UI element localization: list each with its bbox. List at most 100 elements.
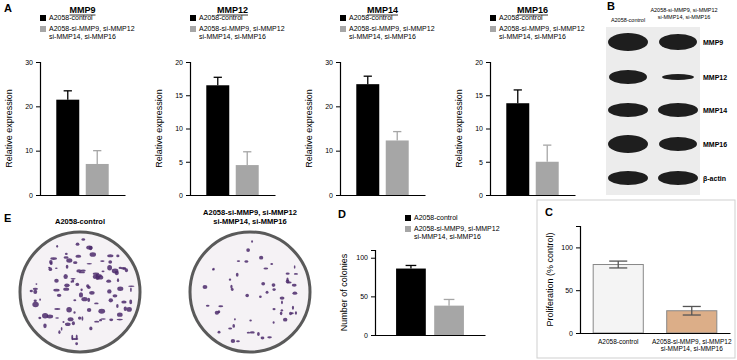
tick-label: 0 bbox=[29, 192, 33, 199]
y-tick: 0 bbox=[479, 192, 490, 199]
bar-chart: 05101520Relative expressionMMP12A2058-co… bbox=[154, 5, 285, 199]
axis-line bbox=[186, 63, 191, 196]
colony bbox=[63, 288, 69, 291]
error-bar bbox=[93, 151, 101, 164]
error-stem bbox=[618, 261, 619, 268]
colony bbox=[80, 288, 82, 291]
legend-label-line: A2058-si-MMP9, si-MMP12 bbox=[349, 25, 435, 32]
tick-label: 0 bbox=[364, 332, 368, 339]
legend-label-line: A2058-si-MMP9, si-MMP12 bbox=[414, 225, 500, 232]
colony bbox=[79, 292, 83, 297]
tick-label-line: A2058-control bbox=[598, 338, 639, 345]
colony bbox=[87, 263, 92, 265]
error-cap bbox=[514, 89, 522, 90]
y-tick: 10 bbox=[475, 125, 490, 132]
bar bbox=[386, 140, 409, 195]
colony bbox=[203, 285, 208, 289]
tick-label: A2058-si-MMP9, si-MMP12si-MMP14, si-MMP1… bbox=[652, 338, 732, 352]
legend-label-line: A2058-control bbox=[49, 14, 93, 21]
colony bbox=[292, 284, 297, 287]
tick-label: 30 bbox=[325, 59, 333, 66]
colony bbox=[54, 279, 59, 283]
error-cap bbox=[93, 150, 101, 151]
x-axis bbox=[191, 195, 276, 196]
tick-mark bbox=[186, 129, 190, 130]
legend-label-line: A2058-control bbox=[499, 14, 543, 21]
x-axis bbox=[376, 335, 486, 336]
colony bbox=[55, 317, 59, 319]
colony bbox=[129, 300, 132, 305]
colony bbox=[79, 271, 85, 273]
colony bbox=[32, 302, 38, 308]
colony bbox=[94, 321, 99, 323]
blot-row-label: MMP9 bbox=[703, 39, 723, 46]
colony bbox=[82, 316, 84, 321]
colony bbox=[89, 291, 95, 295]
colony bbox=[62, 321, 64, 323]
axis-line bbox=[576, 227, 581, 334]
colony bbox=[89, 327, 92, 331]
dish-label-line: A2058-control bbox=[55, 217, 105, 226]
colony bbox=[117, 312, 123, 316]
colony bbox=[58, 330, 60, 334]
colony bbox=[66, 307, 72, 312]
legend-label-line: A2058-si-MMP9, si-MMP12 bbox=[199, 25, 285, 32]
colony bbox=[76, 334, 78, 339]
tick-label: 0 bbox=[179, 192, 183, 199]
x-tick: A2058-control bbox=[598, 338, 639, 345]
bar bbox=[434, 306, 464, 335]
tick-label: 50 bbox=[565, 287, 573, 294]
colony bbox=[249, 320, 252, 322]
error-cap bbox=[609, 267, 627, 268]
y-tick: 5 bbox=[179, 158, 190, 165]
y-axis-title: Relative expression bbox=[4, 89, 14, 168]
colony bbox=[65, 322, 71, 326]
colony bbox=[280, 311, 282, 315]
blot-band bbox=[659, 137, 697, 151]
colony bbox=[245, 294, 249, 297]
colony bbox=[128, 285, 134, 287]
y-tick: 30 bbox=[25, 59, 40, 66]
blot-band bbox=[658, 103, 698, 117]
panel-letter: E bbox=[4, 212, 11, 224]
tick-mark bbox=[336, 195, 340, 196]
colony bbox=[280, 297, 285, 300]
y-tick: 20 bbox=[325, 103, 340, 110]
bar bbox=[593, 265, 643, 333]
error-bar bbox=[444, 299, 455, 305]
colony bbox=[121, 267, 126, 269]
legend-label: A2058-control bbox=[499, 14, 543, 21]
tick-label: 10 bbox=[475, 125, 483, 132]
error-cap bbox=[543, 144, 551, 145]
tick-label: 10 bbox=[175, 125, 183, 132]
error-cap bbox=[214, 77, 222, 78]
legend-swatch bbox=[190, 15, 196, 21]
tick-mark bbox=[36, 62, 40, 63]
bar bbox=[86, 164, 109, 195]
legend-label-line: si-MMP14, si-MMP16 bbox=[49, 33, 116, 40]
colony bbox=[295, 311, 297, 314]
colony bbox=[89, 246, 92, 250]
colony bbox=[232, 324, 235, 328]
colony bbox=[272, 308, 275, 310]
x-axis bbox=[491, 195, 576, 196]
colony bbox=[100, 318, 105, 320]
y-tick: 10 bbox=[175, 125, 190, 132]
colony bbox=[57, 294, 62, 297]
colony bbox=[273, 321, 275, 324]
y-axis-title: Relative expression bbox=[454, 89, 464, 168]
colony bbox=[47, 315, 54, 319]
colony-images: A2058-controlA2058-si-MMP9, si-MMP12si-M… bbox=[20, 208, 310, 352]
colony bbox=[218, 331, 221, 334]
colony bbox=[49, 267, 53, 271]
plot-marks bbox=[56, 91, 108, 195]
tick-mark bbox=[576, 247, 580, 248]
colony bbox=[94, 303, 98, 305]
legend-label-line: A2058-control bbox=[414, 214, 458, 221]
error-stem bbox=[367, 76, 368, 84]
colony bbox=[87, 308, 91, 312]
colony bbox=[87, 286, 91, 289]
colony bbox=[112, 294, 117, 297]
colony bbox=[72, 321, 75, 325]
colony bbox=[130, 288, 132, 293]
